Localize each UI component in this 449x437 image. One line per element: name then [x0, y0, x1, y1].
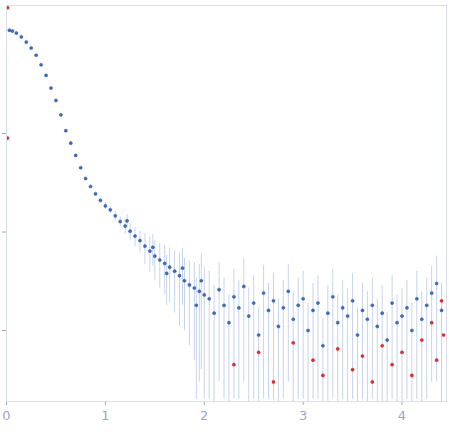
svg-text:1: 1	[101, 408, 109, 423]
svg-text:0: 0	[2, 408, 10, 423]
svg-text:3: 3	[299, 408, 307, 423]
svg-text:4: 4	[398, 408, 406, 423]
svg-text:2: 2	[200, 408, 208, 423]
